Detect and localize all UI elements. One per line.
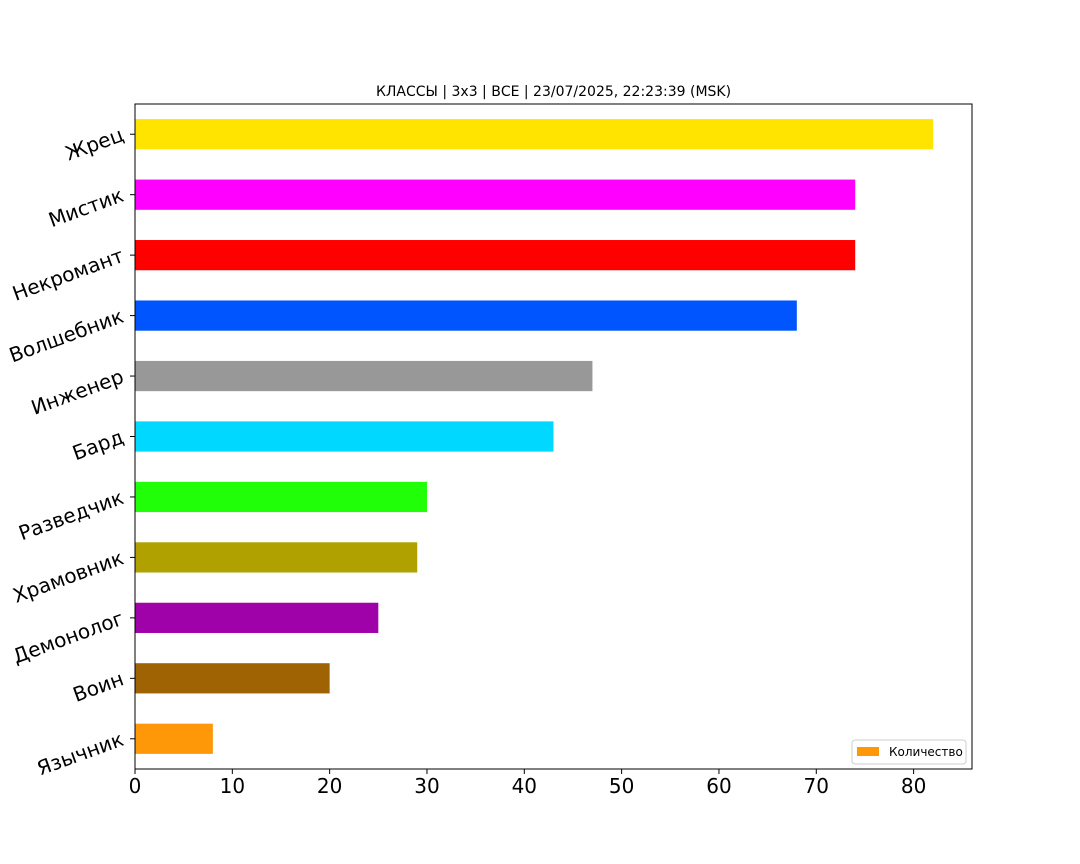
bar [135, 421, 554, 452]
bar [135, 240, 856, 271]
bar [135, 723, 213, 754]
bars-group [135, 119, 934, 754]
legend-box [851, 739, 967, 765]
x-tick-label: 10 [220, 774, 245, 798]
bar [135, 542, 418, 573]
chart-title: КЛАССЫ | 3x3 | ВСЕ | 23/07/2025, 22:23:3… [376, 84, 731, 100]
bar [135, 663, 330, 694]
bar [135, 119, 934, 150]
bar [135, 360, 593, 392]
x-tick-label: 20 [317, 774, 342, 798]
x-tick-label: 0 [129, 774, 142, 798]
legend-label: Количество [889, 745, 963, 759]
y-tick-label: Воин [70, 666, 127, 706]
y-tick-label: Жрец [62, 122, 127, 165]
bar [135, 179, 856, 210]
x-tick-label: 40 [512, 774, 537, 798]
x-tick-label: 30 [414, 774, 439, 798]
x-tick-label: 80 [901, 774, 926, 798]
y-tick-label: Некромант [9, 243, 127, 305]
legend: Количество [851, 739, 967, 765]
x-tick-label: 60 [706, 774, 731, 798]
y-tick-label: Мистик [45, 183, 126, 232]
x-tick-label: 70 [804, 774, 829, 798]
y-tick-label: Разведчик [15, 485, 126, 545]
y-tick-label: Храмовник [10, 546, 127, 608]
x-tick-label: 50 [609, 774, 634, 798]
x-axis-ticks: 0 10 20 30 40 50 60 70 80 [129, 769, 926, 798]
y-tick-label: Язычник [34, 727, 127, 780]
legend-swatch [857, 747, 879, 756]
y-tick-label: Волшебник [6, 304, 127, 368]
bar [135, 300, 797, 331]
bar [135, 602, 379, 633]
y-tick-label: Демонолог [9, 606, 126, 668]
y-tick-label: Бард [69, 425, 127, 466]
bar [135, 481, 427, 513]
y-tick-label: Инженер [28, 364, 127, 420]
